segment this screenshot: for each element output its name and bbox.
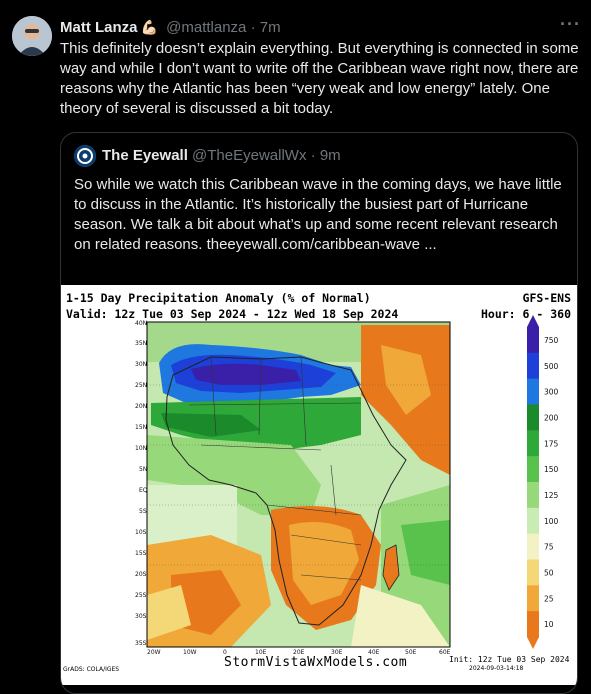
lon-label: 10W: [183, 649, 197, 656]
scale-swatch: [527, 611, 539, 638]
flexed-biceps-emoji-icon: 💪🏻: [140, 19, 158, 35]
precipitation-anomaly-map[interactable]: 1-15 Day Precipitation Anomaly (% of Nor…: [61, 285, 577, 685]
tweet-header: Matt Lanza 💪🏻 @mattlanza · 7m: [60, 17, 579, 37]
scale-label: 750: [544, 336, 559, 345]
lat-label: EQ: [139, 487, 148, 494]
separator-dot: ·: [250, 19, 256, 36]
scale-swatch: [527, 533, 539, 560]
scale-swatch: [527, 507, 539, 535]
lon-label: 60E: [439, 649, 451, 656]
scale-label: 150: [544, 465, 559, 474]
quoted-author-avatar: [74, 145, 96, 167]
more-horizontal-icon[interactable]: ···: [560, 14, 581, 34]
scale-swatch: [527, 559, 539, 586]
author-name[interactable]: Matt Lanza: [60, 19, 138, 36]
lon-label: 50E: [405, 649, 417, 656]
scale-label: 75: [544, 543, 554, 552]
lat-label: 25S: [135, 592, 147, 599]
lon-label: 30E: [331, 649, 343, 656]
quoted-author-handle: @TheEyewallWx: [192, 147, 307, 164]
lat-label: 30S: [135, 613, 147, 620]
lat-label: 30N: [135, 361, 147, 368]
scale-swatch: [527, 430, 539, 457]
lat-label: 25N: [135, 382, 147, 389]
lat-label: 10S: [135, 529, 147, 536]
scale-label: 500: [544, 362, 559, 371]
lat-label: 15S: [135, 550, 147, 557]
scale-label: 175: [544, 439, 559, 448]
lat-label: 10N: [135, 445, 147, 452]
lon-label: 0: [223, 649, 227, 656]
scale-swatch: [527, 404, 539, 431]
scale-label: 10: [544, 620, 554, 629]
color-scale: 750 500 300 200 175 150 125 100 75 50 25 10: [527, 315, 559, 649]
author-avatar[interactable]: [12, 16, 52, 56]
scale-swatch: [527, 352, 539, 380]
map-software-credit: GrADS: COLA/IGES: [63, 666, 120, 673]
lat-label: 20N: [135, 403, 147, 410]
map-init-time: Init: 12z Tue 03 Sep 2024: [449, 655, 570, 664]
longitude-labels: 20W 10W 0 10E 20E 30E 40E 50E 60E: [147, 649, 451, 656]
quoted-tweet-timestamp: 9m: [319, 147, 341, 164]
quoted-tweet-header: The Eyewall @TheEyewallWx · 9m: [74, 145, 341, 167]
lat-label: 20S: [135, 571, 147, 578]
lat-label: 35S: [135, 640, 147, 647]
map-panel: 40N 35N 30N 25N 20N 15N 10N 5N EQ 5S 10S…: [135, 315, 559, 656]
lon-label: 20W: [147, 649, 161, 656]
scale-swatch: [527, 327, 539, 354]
scale-label: 50: [544, 568, 554, 577]
map-model-name: GFS-ENS: [522, 291, 571, 305]
lat-label: 40N: [135, 320, 147, 327]
tweet-text: This definitely doesn’t explain everythi…: [60, 40, 579, 117]
map-timestamp: 2024-09-03-14:18: [469, 665, 524, 672]
scale-swatch: [527, 456, 539, 483]
map-footer-site: StormVistaWxModels.com: [224, 655, 408, 670]
scale-label: 125: [544, 491, 559, 500]
scale-arrow-top: [527, 315, 539, 327]
lat-label: 5S: [139, 508, 147, 515]
lon-label: 20E: [293, 649, 305, 656]
author-handle[interactable]: @mattlanza: [166, 19, 247, 36]
scale-swatch: [527, 378, 539, 405]
scale-arrow-bottom: [527, 637, 539, 649]
scale-swatch: [527, 482, 539, 509]
map-title: 1-15 Day Precipitation Anomaly (% of Nor…: [66, 291, 371, 305]
scale-swatch: [527, 585, 539, 612]
separator-dot: ·: [310, 147, 316, 164]
map-forecast-hours: Hour: 6 - 360: [480, 307, 571, 321]
map-valid-period: Valid: 12z Tue 03 Sep 2024 - 12z Wed 18 …: [66, 307, 399, 321]
scale-label: 25: [544, 594, 554, 603]
quoted-tweet-card[interactable]: The Eyewall @TheEyewallWx · 9m So while …: [60, 132, 578, 694]
lat-label: 15N: [135, 424, 147, 431]
lat-label: 5N: [139, 466, 147, 473]
lon-label: 10E: [255, 649, 267, 656]
scale-label: 300: [544, 388, 559, 397]
tweet-timestamp[interactable]: 7m: [259, 19, 281, 36]
quoted-tweet-text: So while we watch this Caribbean wave in…: [74, 176, 562, 253]
lon-label: 40E: [368, 649, 380, 656]
lat-label: 35N: [135, 340, 147, 347]
scale-label: 100: [544, 517, 559, 526]
quoted-author-name: The Eyewall: [102, 147, 188, 164]
latitude-labels: 40N 35N 30N 25N 20N 15N 10N 5N EQ 5S 10S…: [135, 320, 148, 647]
scale-label: 200: [544, 413, 559, 422]
